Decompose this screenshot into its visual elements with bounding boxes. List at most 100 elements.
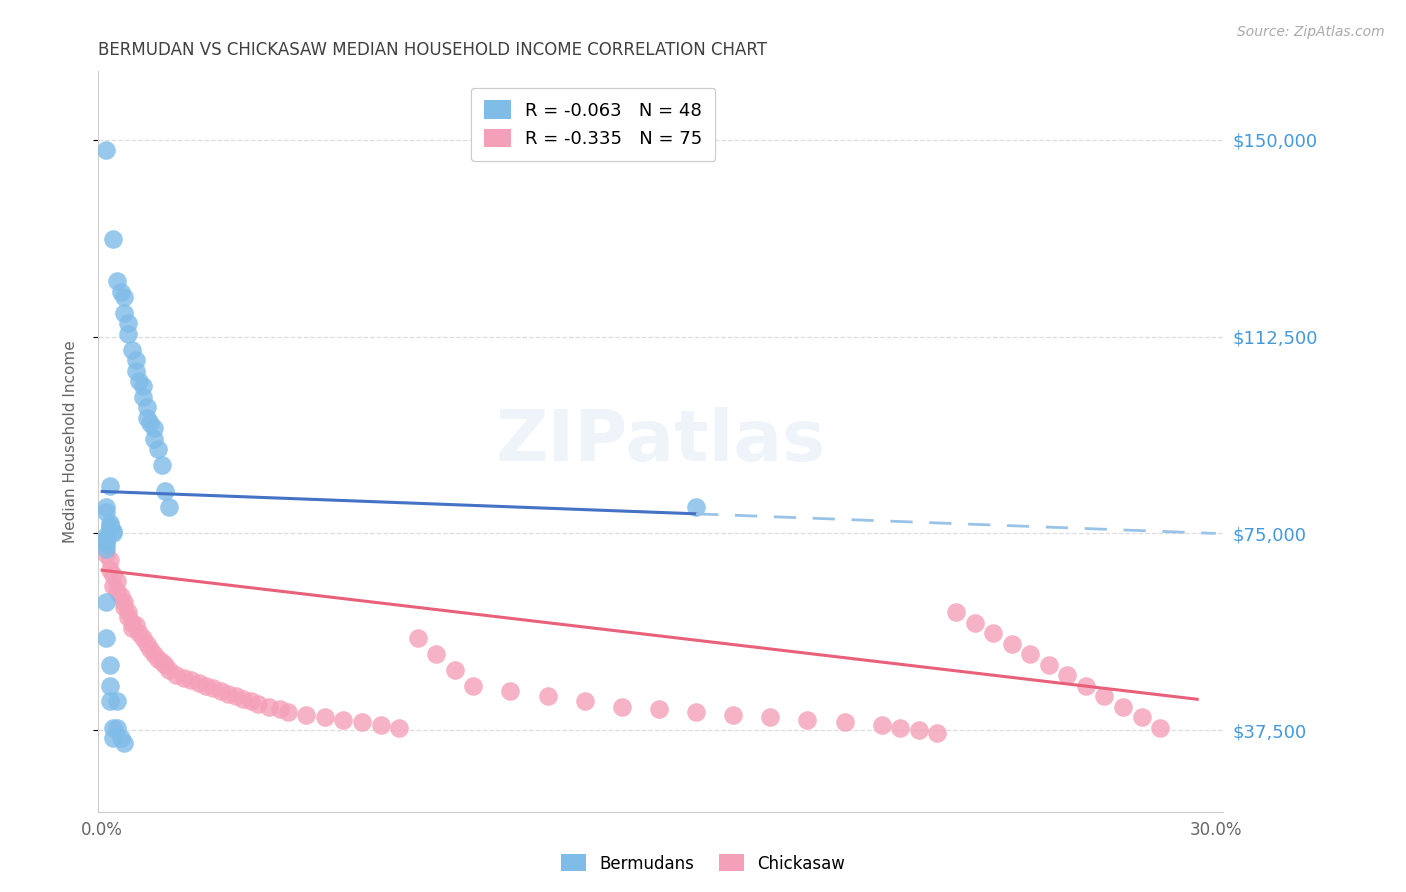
Point: [105, 574, 128, 588]
Point: [180, 673, 202, 688]
Point: [209, 684, 232, 698]
Point: [225, 689, 247, 703]
Point: [499, 684, 522, 698]
Point: [143, 647, 166, 661]
Point: [370, 718, 392, 732]
Point: [98, 657, 121, 672]
Point: [94, 548, 117, 562]
Point: [103, 731, 125, 746]
Y-axis label: Median Household Income: Median Household Income: [63, 340, 77, 543]
Point: [94, 529, 117, 543]
Point: [135, 401, 157, 415]
Point: [187, 676, 209, 690]
Point: [132, 632, 155, 646]
Point: [139, 642, 162, 657]
Point: [105, 694, 128, 708]
Point: [94, 534, 117, 549]
Point: [146, 442, 169, 457]
Point: [945, 605, 967, 619]
Point: [135, 411, 157, 425]
Point: [117, 605, 139, 619]
Point: [1112, 699, 1135, 714]
Point: [110, 590, 132, 604]
Point: [98, 516, 121, 530]
Point: [98, 521, 121, 535]
Point: [128, 626, 150, 640]
Point: [165, 668, 187, 682]
Point: [648, 702, 671, 716]
Point: [388, 721, 411, 735]
Point: [146, 652, 169, 666]
Point: [907, 723, 929, 738]
Point: [103, 568, 125, 582]
Point: [1038, 657, 1060, 672]
Point: [103, 232, 125, 246]
Point: [94, 143, 117, 157]
Point: [277, 705, 299, 719]
Point: [536, 689, 558, 703]
Point: [98, 518, 121, 533]
Point: [574, 694, 596, 708]
Text: ZIPatlas: ZIPatlas: [496, 407, 825, 476]
Legend: R = -0.063   N = 48, R = -0.335   N = 75: R = -0.063 N = 48, R = -0.335 N = 75: [471, 87, 716, 161]
Point: [112, 290, 135, 304]
Point: [1001, 637, 1024, 651]
Point: [132, 379, 155, 393]
Point: [685, 705, 707, 719]
Point: [443, 663, 465, 677]
Point: [103, 721, 125, 735]
Point: [98, 552, 121, 566]
Point: [124, 618, 146, 632]
Point: [94, 537, 117, 551]
Point: [981, 626, 1004, 640]
Point: [94, 532, 117, 546]
Point: [121, 615, 143, 630]
Point: [295, 707, 318, 722]
Point: [257, 699, 280, 714]
Point: [98, 679, 121, 693]
Point: [157, 500, 180, 515]
Point: [103, 524, 125, 538]
Point: [94, 632, 117, 646]
Point: [155, 657, 177, 672]
Point: [834, 715, 856, 730]
Point: [98, 694, 121, 708]
Point: [110, 285, 132, 299]
Point: [927, 726, 949, 740]
Point: [314, 710, 336, 724]
Point: [150, 655, 173, 669]
Point: [1019, 647, 1042, 661]
Point: [121, 621, 143, 635]
Point: [173, 671, 195, 685]
Point: [143, 432, 166, 446]
Point: [406, 632, 429, 646]
Point: [110, 731, 132, 746]
Point: [1074, 679, 1097, 693]
Point: [103, 526, 125, 541]
Point: [132, 390, 155, 404]
Point: [105, 274, 128, 288]
Point: [117, 610, 139, 624]
Point: [332, 713, 354, 727]
Point: [124, 364, 146, 378]
Point: [117, 326, 139, 341]
Point: [98, 479, 121, 493]
Point: [157, 663, 180, 677]
Point: [1056, 668, 1078, 682]
Point: [1130, 710, 1153, 724]
Point: [103, 579, 125, 593]
Point: [94, 542, 117, 557]
Point: [117, 317, 139, 331]
Point: [963, 615, 986, 630]
Point: [1149, 721, 1171, 735]
Point: [105, 721, 128, 735]
Point: [124, 353, 146, 368]
Point: [269, 702, 291, 716]
Point: [685, 500, 707, 515]
Legend: Bermudans, Chickasaw: Bermudans, Chickasaw: [554, 847, 852, 880]
Point: [425, 647, 447, 661]
Point: [112, 599, 135, 614]
Point: [105, 584, 128, 599]
Point: [721, 707, 744, 722]
Point: [143, 421, 166, 435]
